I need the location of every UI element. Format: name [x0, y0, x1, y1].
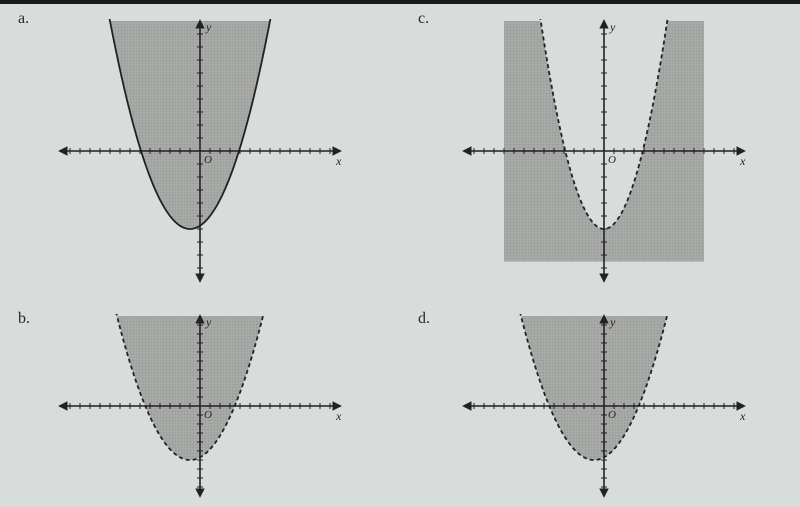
panel-a-graph: x y O [40, 6, 360, 296]
panel-c-graph: x y O [444, 6, 764, 296]
svg-text:x: x [739, 154, 746, 168]
panel-b-graph: x y O [40, 306, 360, 506]
window-top-bar [0, 0, 800, 4]
panel-d-label: d. [418, 310, 430, 328]
svg-text:y: y [205, 20, 212, 34]
svg-text:O: O [204, 409, 212, 421]
svg-text:O: O [204, 154, 212, 166]
svg-text:x: x [335, 154, 342, 168]
svg-text:x: x [335, 409, 342, 423]
panel-c-label: c. [418, 10, 429, 28]
svg-text:O: O [608, 154, 616, 166]
svg-text:O: O [608, 409, 616, 421]
panel-b-label: b. [18, 310, 30, 328]
panel-d-graph: x y O [444, 306, 764, 506]
svg-text:y: y [609, 315, 616, 329]
svg-text:y: y [205, 315, 212, 329]
svg-text:y: y [609, 20, 616, 34]
panel-a-label: a. [18, 10, 29, 28]
svg-text:x: x [739, 409, 746, 423]
